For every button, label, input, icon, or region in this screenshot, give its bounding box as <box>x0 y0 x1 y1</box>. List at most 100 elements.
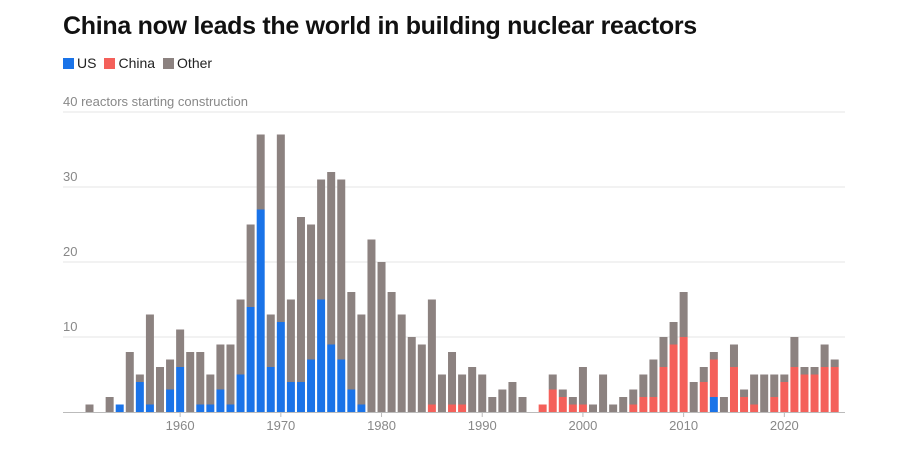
bar-other-2023 <box>810 367 819 375</box>
bar-other-1958 <box>155 367 164 412</box>
bar-us-1959 <box>166 389 175 412</box>
legend-label-other: Other <box>177 55 213 71</box>
bar-us-1973 <box>307 359 316 412</box>
bar-china-2015 <box>729 367 738 412</box>
y-tick-label-10: 10 <box>63 319 77 334</box>
bar-china-2005 <box>629 404 638 412</box>
bar-other-1992 <box>498 389 507 412</box>
bar-other-1974 <box>317 179 326 300</box>
bar-china-2022 <box>800 374 809 412</box>
bar-china-2008 <box>659 367 668 412</box>
bar-other-2009 <box>669 322 678 345</box>
bar-china-2006 <box>639 397 648 412</box>
legend-label-china: China <box>118 55 156 71</box>
bar-other-2002 <box>599 374 608 412</box>
bar-us-1969 <box>266 367 275 412</box>
bar-other-2017 <box>750 374 759 405</box>
bar-china-2020 <box>780 382 789 412</box>
bar-other-1976 <box>337 179 346 360</box>
bar-us-1971 <box>286 382 295 412</box>
legend: US China Other <box>63 55 212 71</box>
bar-other-1988 <box>458 374 467 405</box>
bar-china-1987 <box>448 404 457 412</box>
bar-other-1991 <box>488 397 497 412</box>
bar-other-1977 <box>347 292 356 390</box>
bar-china-2013 <box>709 359 718 397</box>
bar-other-1980 <box>377 262 386 412</box>
bar-other-1975 <box>327 172 336 345</box>
bar-other-1953 <box>105 397 114 412</box>
bar-other-1997 <box>548 374 557 390</box>
bar-other-1951 <box>85 404 94 412</box>
bar-other-2005 <box>629 389 638 405</box>
bar-china-1988 <box>458 404 467 412</box>
bar-us-1954 <box>115 404 124 412</box>
bar-us-2013 <box>709 397 718 412</box>
bar-other-1964 <box>216 344 225 390</box>
bar-other-1955 <box>125 352 134 412</box>
bar-other-2020 <box>780 374 789 382</box>
y-tick-label-30: 30 <box>63 169 77 184</box>
bar-other-2010 <box>679 292 688 337</box>
bar-other-1956 <box>135 374 144 382</box>
bar-other-1987 <box>448 352 457 405</box>
bar-china-2016 <box>740 397 749 412</box>
bar-other-1982 <box>397 314 406 412</box>
bar-other-2008 <box>659 337 668 367</box>
bar-us-1960 <box>176 367 185 412</box>
legend-swatch-other <box>163 57 175 69</box>
x-tick-label-2000: 2000 <box>568 418 597 433</box>
x-tick-label-1980: 1980 <box>367 418 396 433</box>
bar-other-1967 <box>246 224 255 307</box>
x-tick-label-2020: 2020 <box>770 418 799 433</box>
bar-other-2001 <box>589 404 597 412</box>
bar-us-1978 <box>357 404 366 412</box>
bar-us-1975 <box>327 344 336 412</box>
bar-other-1973 <box>307 224 316 360</box>
bar-other-1990 <box>478 374 487 412</box>
bar-us-1966 <box>236 374 245 412</box>
bar-other-2013 <box>709 352 718 360</box>
bar-us-1974 <box>317 299 326 412</box>
bar-other-1985 <box>427 299 436 405</box>
legend-item-china: China <box>104 55 155 71</box>
bar-other-1970 <box>276 134 285 322</box>
bar-other-1960 <box>176 329 185 367</box>
y-tick-label-20: 20 <box>63 244 77 259</box>
bar-other-2006 <box>639 374 648 397</box>
bar-china-2010 <box>679 337 688 412</box>
bar-other-2015 <box>729 344 738 367</box>
bar-other-2021 <box>790 337 799 367</box>
bar-other-1984 <box>417 344 426 412</box>
bar-other-2012 <box>699 367 708 382</box>
bar-us-1976 <box>337 359 346 412</box>
bar-other-2003 <box>609 404 618 412</box>
bar-other-2022 <box>800 367 809 375</box>
x-tick-label-2010: 2010 <box>669 418 698 433</box>
bar-us-1957 <box>145 404 154 412</box>
bar-other-2014 <box>719 397 728 412</box>
bar-china-2021 <box>790 367 799 412</box>
bar-us-1964 <box>216 389 225 412</box>
bar-other-2016 <box>740 389 749 397</box>
bar-other-1968 <box>256 134 265 210</box>
bar-other-1962 <box>196 352 205 405</box>
bar-other-1963 <box>206 374 215 405</box>
legend-swatch-china <box>104 57 116 69</box>
bar-china-2017 <box>750 404 759 412</box>
x-tick-label-1970: 1970 <box>266 418 295 433</box>
bar-us-1956 <box>135 382 144 412</box>
bar-us-1963 <box>206 404 215 412</box>
bar-china-1985 <box>427 404 436 412</box>
bar-other-1978 <box>357 314 366 405</box>
bar-other-1972 <box>296 217 305 382</box>
bar-other-1969 <box>266 314 275 367</box>
bar-china-2009 <box>669 344 678 412</box>
chart-title: China now leads the world in building nu… <box>63 12 697 40</box>
bar-china-2000 <box>578 404 587 412</box>
bar-other-1999 <box>568 397 577 405</box>
legend-item-other: Other <box>163 55 212 71</box>
bar-other-1994 <box>518 397 527 412</box>
bar-other-2024 <box>820 344 829 367</box>
